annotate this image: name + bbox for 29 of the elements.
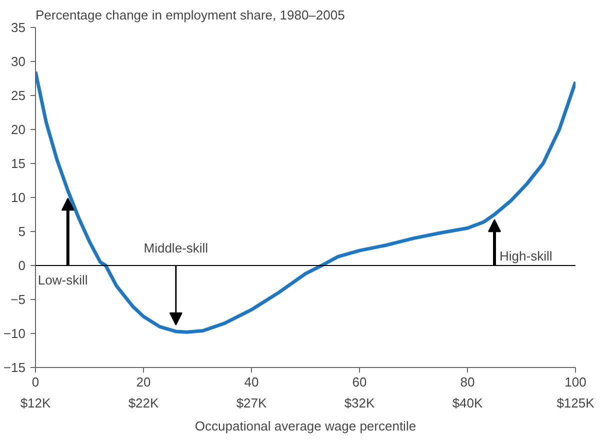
x-tick-label: 20 bbox=[136, 374, 151, 390]
x-tick-label: 0 bbox=[32, 374, 40, 390]
y-tick-label: −15 bbox=[3, 360, 26, 375]
x-axis-title: Occupational average wage percentile bbox=[194, 418, 416, 434]
chart-title: Percentage change in employment share, 1980–2005 bbox=[36, 8, 345, 22]
text: $27K bbox=[236, 396, 268, 410]
x-tick-label: 60 bbox=[352, 374, 367, 390]
text: $12K bbox=[20, 396, 52, 410]
annotation: High-skill bbox=[500, 248, 552, 264]
y-tick-label: 25 bbox=[11, 88, 26, 103]
y-tick-label: −10 bbox=[3, 326, 26, 341]
y-tick-label: 20 bbox=[11, 122, 26, 137]
line-series bbox=[36, 70, 576, 334]
y-tick-label: 30 bbox=[11, 54, 26, 69]
y-tick-label: 35 bbox=[11, 20, 26, 35]
annotation: Low-skill bbox=[38, 272, 88, 288]
text: $32K bbox=[344, 396, 376, 410]
annotation: Middle-skill bbox=[144, 240, 208, 256]
x-tick-label: 100 bbox=[564, 374, 586, 390]
y-tick-label: 0 bbox=[18, 258, 26, 273]
y-tick-label: 15 bbox=[11, 156, 26, 171]
y-tick-label: 5 bbox=[18, 224, 26, 239]
y-tick-label: −5 bbox=[10, 292, 26, 307]
text: $40K bbox=[452, 396, 484, 410]
y-tick-label: 10 bbox=[11, 190, 26, 205]
text: $22K bbox=[128, 396, 160, 410]
x-tick-label: 80 bbox=[460, 374, 475, 390]
text: $125K bbox=[556, 396, 595, 410]
x-tick-label: 40 bbox=[244, 374, 259, 390]
